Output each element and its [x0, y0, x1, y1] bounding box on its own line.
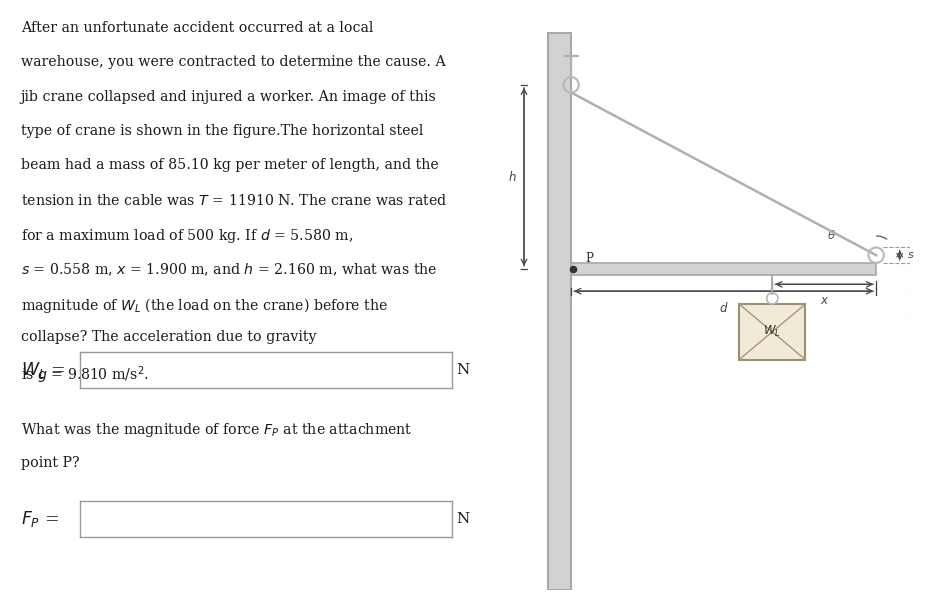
Text: is $g$ = 9.810 m/s$^2$.: is $g$ = 9.810 m/s$^2$. — [21, 364, 149, 386]
Text: $\theta$: $\theta$ — [827, 229, 836, 243]
Text: $h$: $h$ — [508, 170, 517, 184]
Text: tension in the cable was $T$ = 11910 N. The crane was rated: tension in the cable was $T$ = 11910 N. … — [21, 193, 447, 208]
Text: P: P — [585, 252, 593, 265]
Bar — [548, 34, 571, 590]
Text: N: N — [456, 363, 470, 377]
Bar — [739, 304, 805, 359]
Text: warehouse, you were contracted to determine the cause. A: warehouse, you were contracted to determ… — [21, 55, 445, 69]
Text: $d$: $d$ — [719, 300, 728, 315]
Text: $F_P$ =: $F_P$ = — [21, 509, 58, 529]
Text: jib crane collapsed and injured a worker. An image of this: jib crane collapsed and injured a worker… — [21, 90, 437, 104]
Text: What was the magnitude of force $F_P$ at the attachment: What was the magnitude of force $F_P$ at… — [21, 421, 412, 439]
Text: beam had a mass of 85.10 kg per meter of length, and the: beam had a mass of 85.10 kg per meter of… — [21, 158, 439, 172]
Text: $W_L$ =: $W_L$ = — [21, 360, 66, 380]
Text: $s$ = 0.558 m, $x$ = 1.900 m, and $h$ = 2.160 m, what was the: $s$ = 0.558 m, $x$ = 1.900 m, and $h$ = … — [21, 261, 438, 278]
Text: for a maximum load of 500 kg. If $d$ = 5.580 m,: for a maximum load of 500 kg. If $d$ = 5… — [21, 227, 353, 245]
Text: magnitude of $W_L$ (the load on the crane) before the: magnitude of $W_L$ (the load on the cran… — [21, 296, 388, 315]
Text: $s$: $s$ — [907, 250, 915, 260]
Text: $x$: $x$ — [820, 294, 829, 307]
Text: type of crane is shown in the figure.The horizontal steel: type of crane is shown in the figure.The… — [21, 124, 423, 138]
Text: After an unfortunate accident occurred at a local: After an unfortunate accident occurred a… — [21, 21, 373, 35]
Text: collapse? The acceleration due to gravity: collapse? The acceleration due to gravit… — [21, 330, 316, 344]
Bar — [571, 263, 876, 275]
Text: $W_L$: $W_L$ — [763, 324, 781, 340]
Text: point P?: point P? — [21, 456, 79, 470]
Text: N: N — [456, 512, 470, 526]
